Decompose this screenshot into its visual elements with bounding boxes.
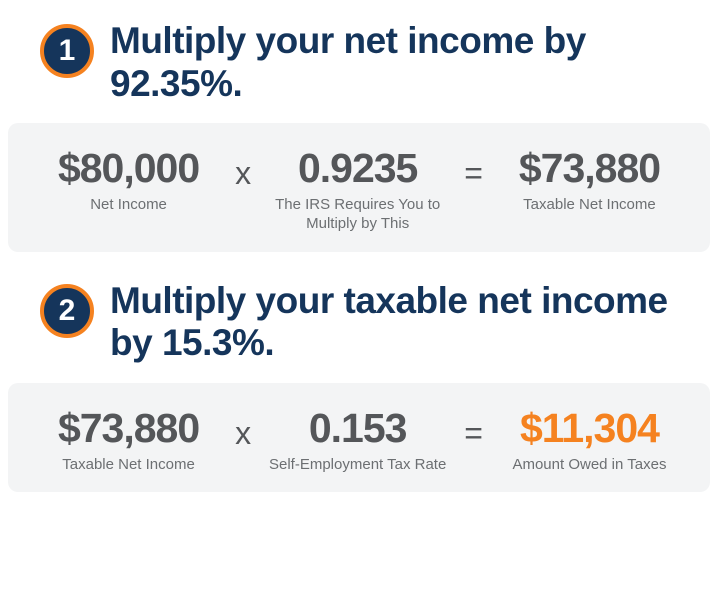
step-2-title: Multiply your taxable net income by 15.3…	[110, 280, 718, 365]
term-net-income: $80,000 Net Income	[32, 145, 225, 215]
term-value: 0.9235	[261, 145, 454, 192]
term-amount-owed: $11,304 Amount Owed in Taxes	[493, 405, 686, 475]
term-label: The IRS Requires You to Multiply by This	[261, 196, 454, 234]
equation-row: $80,000 Net Income x 0.9235 The IRS Requ…	[32, 145, 686, 234]
step-1: 1 Multiply your net income by 92.35%. $8…	[0, 20, 718, 252]
step-1-header: 1 Multiply your net income by 92.35%.	[0, 20, 718, 105]
term-value: $80,000	[32, 145, 225, 192]
term-value: $73,880	[493, 145, 686, 192]
term-value: $11,304	[493, 405, 686, 452]
equation-row: $73,880 Taxable Net Income x 0.153 Self-…	[32, 405, 686, 475]
term-tax-rate: 0.153 Self-Employment Tax Rate	[261, 405, 454, 475]
step-1-title: Multiply your net income by 92.35%.	[110, 20, 718, 105]
term-taxable-income: $73,880 Taxable Net Income	[493, 145, 686, 215]
term-label: Taxable Net Income	[493, 196, 686, 215]
operator-multiply: x	[233, 415, 253, 452]
step-2-equation: $73,880 Taxable Net Income x 0.153 Self-…	[8, 383, 710, 493]
term-value: 0.153	[261, 405, 454, 452]
term-multiplier: 0.9235 The IRS Requires You to Multiply …	[261, 145, 454, 234]
term-label: Self-Employment Tax Rate	[261, 456, 454, 475]
term-value: $73,880	[32, 405, 225, 452]
term-label: Net Income	[32, 196, 225, 215]
step-2-badge: 2	[40, 284, 94, 338]
operator-equals: =	[462, 155, 485, 192]
step-2-header: 2 Multiply your taxable net income by 15…	[0, 280, 718, 365]
operator-multiply: x	[233, 155, 253, 192]
operator-equals: =	[462, 415, 485, 452]
step-1-badge: 1	[40, 24, 94, 78]
step-1-equation: $80,000 Net Income x 0.9235 The IRS Requ…	[8, 123, 710, 252]
step-2: 2 Multiply your taxable net income by 15…	[0, 280, 718, 493]
term-taxable-income: $73,880 Taxable Net Income	[32, 405, 225, 475]
term-label: Amount Owed in Taxes	[493, 456, 686, 475]
term-label: Taxable Net Income	[32, 456, 225, 475]
